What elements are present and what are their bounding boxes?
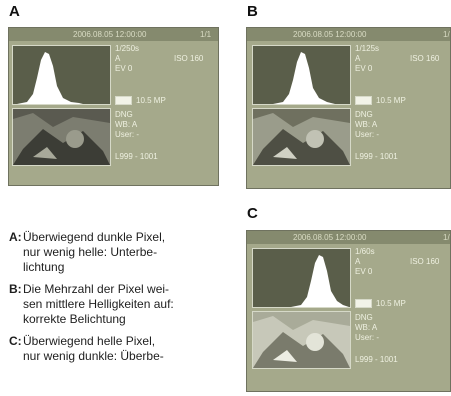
caption-text: Die Mehrzahl der Pixel wei- sen mittlere…: [23, 282, 228, 327]
caption-line: sen mittlere Helligkeiten auf:: [23, 297, 174, 311]
camera-screen-b: 2006.08.05 12:00:00 1/ 1/125s A EV 0 ISO…: [246, 27, 451, 189]
caption-list: A: Überwiegend dunkle Pixel, nur wenig h…: [9, 230, 234, 396]
caption-line: Überwiegend helle Pixel,: [23, 334, 156, 348]
histogram-graph: [273, 52, 335, 104]
iso-value: ISO 160: [410, 54, 440, 63]
caption-line: korrekte Belichtung: [23, 312, 126, 326]
caption-line: nur wenig helle: Unterbe-: [23, 245, 158, 259]
caption-key: C:: [9, 334, 22, 348]
frame-number: 1/1: [200, 30, 212, 39]
white-balance: WB: A: [115, 120, 138, 129]
thumbnail-image: [253, 312, 350, 368]
panel-label-b: B: [247, 3, 258, 20]
camera-screen-a: 2006.08.05 12:00:00 1/1 1/250s A EV 0 IS…: [8, 27, 219, 186]
thumbnail-image: [253, 109, 350, 165]
file-format: DNG: [355, 313, 373, 322]
thumbnail-image: [13, 109, 110, 165]
panel-label-c: C: [247, 205, 258, 222]
exposure-value: EV 0: [355, 267, 373, 276]
caption-line: Überwiegend dunkle Pixel,: [23, 230, 166, 244]
datetime: 2006.08.05 12:00:00: [293, 233, 367, 242]
histogram: [252, 248, 351, 308]
file-format: DNG: [115, 110, 133, 119]
white-balance: WB: A: [355, 323, 378, 332]
frame-number: 1/: [443, 30, 450, 39]
histogram: [12, 45, 111, 105]
datetime: 2006.08.05 12:00:00: [293, 30, 367, 39]
header-bar: 2006.08.05 12:00:00 1/: [247, 28, 450, 41]
user-profile: User: -: [115, 130, 139, 139]
iso-value: ISO 160: [410, 257, 440, 266]
caption-key: B:: [9, 282, 22, 296]
exposure-mode: A: [115, 54, 121, 63]
camera-screen-c: 2006.08.05 12:00:00 1/ 1/60s A EV 0 ISO …: [246, 230, 451, 392]
user-profile: User: -: [355, 333, 379, 342]
caption-key: A:: [9, 230, 22, 244]
frame-number: 1/: [443, 233, 450, 242]
header-bar: 2006.08.05 12:00:00 1/: [247, 231, 450, 244]
shutter-speed: 1/250s: [115, 44, 140, 53]
user-profile: User: -: [355, 130, 379, 139]
caption-line: nur wenig dunkle: Überbe-: [23, 349, 164, 363]
shutter-speed: 1/125s: [355, 44, 380, 53]
resolution-indicator: [355, 299, 372, 308]
white-balance: WB: A: [355, 120, 378, 129]
histogram: [252, 45, 351, 105]
exposure-value: EV 0: [115, 64, 133, 73]
caption-text: Überwiegend dunkle Pixel, nur wenig hell…: [23, 230, 228, 275]
resolution-indicator: [115, 96, 132, 105]
histogram-graph: [17, 52, 83, 104]
shutter-speed: 1/60s: [355, 247, 375, 256]
header-bar: 2006.08.05 12:00:00 1/1: [9, 28, 218, 41]
megapixels: 10.5 MP: [376, 299, 406, 308]
image-range: L999 - 1001: [115, 152, 158, 161]
megapixels: 10.5 MP: [376, 96, 406, 105]
histogram-graph: [291, 255, 349, 307]
caption-line: lichtung: [23, 260, 65, 274]
exposure-mode: A: [355, 257, 361, 266]
image-range: L999 - 1001: [355, 355, 398, 364]
file-format: DNG: [355, 110, 373, 119]
megapixels: 10.5 MP: [136, 96, 166, 105]
thumbnail: [252, 108, 351, 166]
exposure-mode: A: [355, 54, 361, 63]
thumbnail: [252, 311, 351, 369]
datetime: 2006.08.05 12:00:00: [73, 30, 147, 39]
panel-label-a: A: [9, 3, 20, 20]
caption-line: Die Mehrzahl der Pixel wei-: [23, 282, 170, 296]
thumbnail: [12, 108, 111, 166]
image-range: L999 - 1001: [355, 152, 398, 161]
exposure-value: EV 0: [355, 64, 373, 73]
iso-value: ISO 160: [174, 54, 204, 63]
caption-text: Überwiegend helle Pixel, nur wenig dunkl…: [23, 334, 228, 364]
resolution-indicator: [355, 96, 372, 105]
